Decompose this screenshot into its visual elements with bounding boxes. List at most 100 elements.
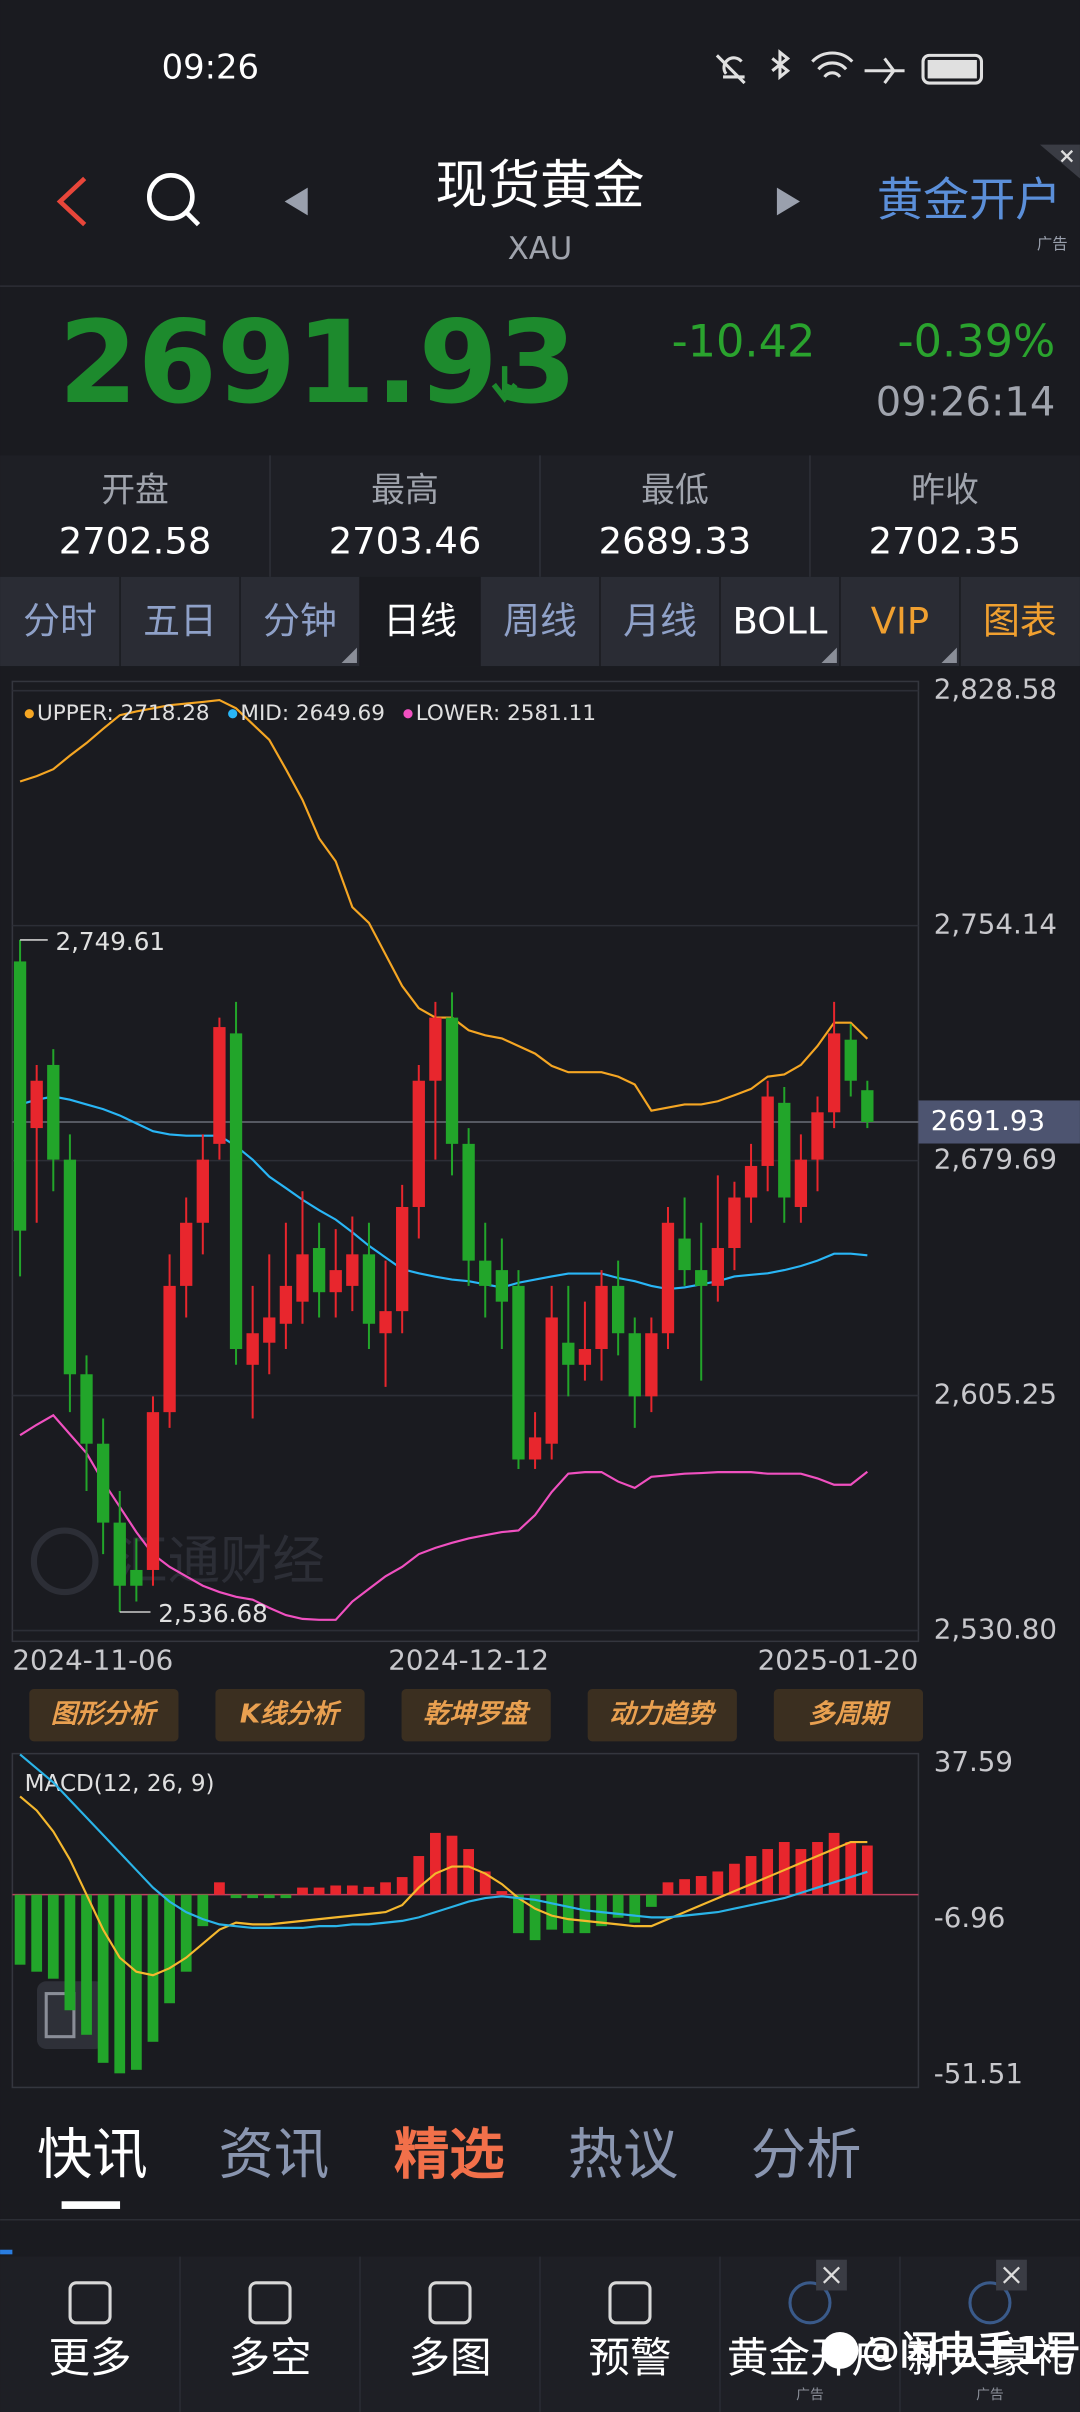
prev-button[interactable] [284,187,308,216]
tab[interactable]: 分时 [23,599,97,642]
candle-body [744,1165,758,1198]
macd-bar [712,1871,724,1895]
macd-bar [662,1882,674,1895]
last-price-tag [918,1100,1080,1144]
boll-line [19,1413,869,1621]
nav-label[interactable]: 多空 [229,2333,312,2382]
search-button[interactable] [146,173,201,227]
back-button[interactable] [56,176,87,227]
macd-bar [729,1863,740,1895]
analysis-button[interactable] [773,1689,924,1742]
nav-label[interactable]: 新人豪礼 [907,2333,1073,2382]
candle-body [163,1285,176,1413]
macd-bar [380,1882,391,1895]
macd-icon-glyph [44,1992,76,2039]
candle-body [379,1311,392,1334]
analysis-button[interactable] [215,1689,365,1742]
candle-body [811,1112,824,1160]
legend-dot [403,709,413,719]
chart-watermark: 汇通财经 [115,1530,324,1591]
price-arrow [491,366,518,403]
candle-body [312,1248,326,1293]
macd-bar [197,1894,209,1927]
news-tab[interactable]: 热议 [568,2123,679,2187]
candle-body [362,1254,376,1324]
analysis-button[interactable] [401,1689,551,1742]
candle-body [761,1096,774,1166]
tab[interactable]: 分钟 [263,599,337,642]
candle-body [346,1254,359,1286]
macd-bar [330,1885,342,1895]
stat-label: 开盘 [101,471,169,510]
macd-bar [513,1894,524,1934]
candle-body [678,1238,691,1271]
macd-line [19,1753,868,1929]
tab[interactable]: BOLL [733,599,828,642]
analysis-button[interactable] [587,1689,737,1742]
change: -10.42 [672,316,816,368]
tab[interactable]: 日线 [383,599,457,642]
ad-link[interactable]: 黄金开户 [877,173,1062,227]
subtitle: XAU [508,231,573,267]
legend-label: MID: 2649.69 [240,701,385,726]
nav-label[interactable]: 黄金开户 [727,2333,893,2382]
y-tick-label: 2,828.58 [934,673,1057,706]
candle-body [213,1027,226,1144]
macd-bar [546,1894,558,1930]
candle-body [13,961,27,1231]
candle-body [479,1260,492,1286]
legend-dot [24,709,34,719]
news-tab[interactable]: 分析 [751,2123,862,2187]
news-tab[interactable]: 快讯 [37,2123,148,2187]
y-tick-label: 37.59 [934,1745,1013,1778]
candle-body [246,1333,259,1365]
nav-label[interactable]: 更多 [49,2333,132,2382]
nav-label[interactable]: 多图 [408,2333,491,2382]
macd-bar [280,1894,292,1899]
macd-bar [762,1849,774,1895]
macd-bar [529,1894,541,1941]
boll-line [19,698,869,1112]
tab[interactable]: 图表 [983,599,1057,642]
macd-bar [297,1887,308,1895]
candle-body [462,1143,475,1261]
macd-bar [31,1894,43,1972]
candle-body [728,1197,741,1249]
macd-bar [845,1842,857,1895]
title: 现货黄金 [435,155,644,216]
macd-bar [313,1887,325,1895]
tab[interactable]: VIP [871,599,929,642]
tab[interactable]: 月线 [623,599,697,642]
macd-bar [778,1842,790,1895]
nav-ad-close-x [1002,2266,1020,2284]
candle-body [578,1349,592,1365]
y-tick-label: 2,605.25 [934,1378,1057,1411]
nav-label[interactable]: 预警 [588,2333,671,2382]
candle-body [495,1270,509,1302]
macd-bar [479,1871,491,1895]
macd-bar [263,1894,275,1899]
watermark-logo [30,1527,99,1596]
macd-bar [180,1894,192,1972]
candle-body [412,1080,425,1207]
stat-value: 2689.33 [599,520,752,563]
next-button[interactable] [776,187,800,216]
candle-body [96,1443,110,1523]
y-tick-label: 2,530.80 [934,1613,1057,1646]
quote-time: 09:26:14 [876,380,1056,426]
macd-bar [446,1835,458,1895]
news-tab[interactable]: 资讯 [219,2123,330,2187]
candle-body [595,1285,608,1350]
price: 2691.93 [59,296,577,429]
macd-bar [147,1894,159,2042]
analysis-button[interactable] [29,1689,179,1742]
max-label: 2,749.61 [55,927,165,956]
legend-label: UPPER: 2718.28 [37,701,210,726]
boll-line [19,1095,868,1291]
macd-line [19,1795,868,1977]
tab[interactable]: 五日 [143,599,217,642]
news-tab[interactable]: 精选 [394,2123,505,2187]
macd-frame [11,1752,920,2089]
tab[interactable]: 周线 [503,599,577,642]
macd-bar [14,1894,26,1965]
